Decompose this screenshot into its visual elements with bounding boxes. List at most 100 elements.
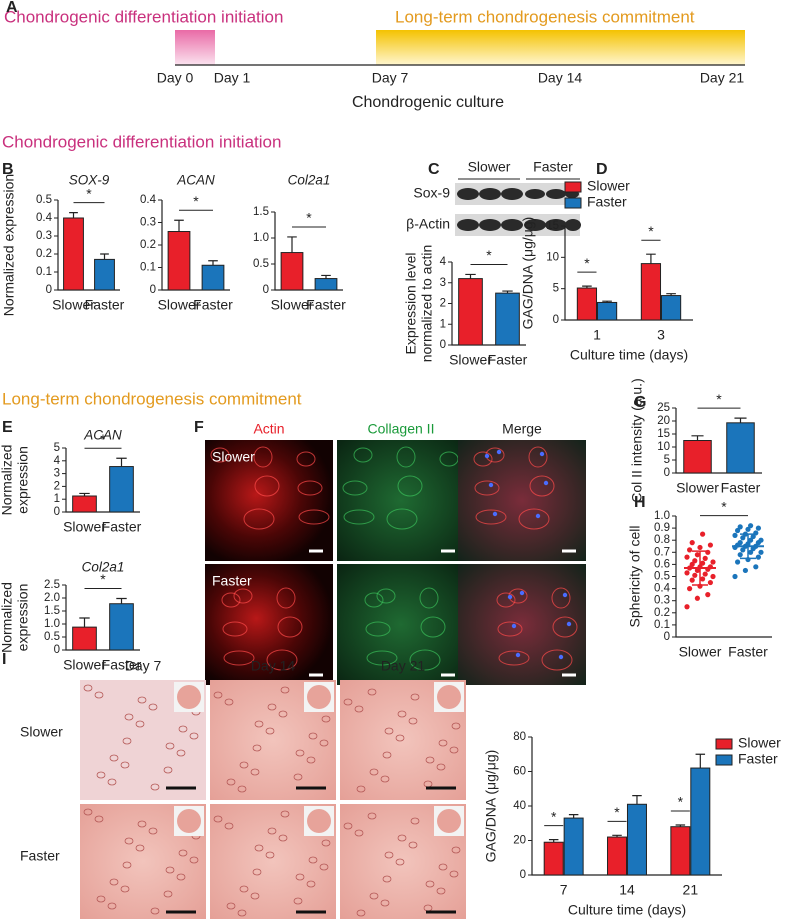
cell <box>410 693 420 701</box>
point <box>735 559 741 565</box>
significance: * <box>193 193 199 209</box>
cell <box>541 649 573 671</box>
cell <box>150 783 160 791</box>
x-tick-label: Faster <box>306 297 346 313</box>
cell <box>226 902 236 910</box>
cell <box>239 761 249 769</box>
point <box>697 544 703 551</box>
cell <box>367 688 377 696</box>
legend-label: Faster <box>738 751 778 767</box>
phase-bar <box>175 30 215 65</box>
bar <box>458 278 483 346</box>
point <box>710 573 716 580</box>
y-tick-label: 0 <box>553 314 559 326</box>
y-tick-label: 0.2 <box>140 239 156 251</box>
blot-band: β-Actin <box>406 216 450 232</box>
nucleus <box>535 513 541 519</box>
y-tick-label: 20 <box>513 835 526 847</box>
cell <box>96 895 106 903</box>
point <box>692 572 698 578</box>
y-tick-label: 5 <box>553 283 559 295</box>
cell <box>425 756 435 764</box>
cell <box>221 592 241 608</box>
y-axis-label: Normalized expression <box>1 174 17 316</box>
y-tick-label: 0.4 <box>140 194 157 206</box>
significance: * <box>584 255 590 271</box>
cell <box>239 885 249 893</box>
cell <box>178 725 188 733</box>
x-axis-label: Culture time (days) <box>570 347 688 363</box>
y-tick-label: 1.5 <box>253 206 269 218</box>
cell <box>528 446 548 468</box>
point <box>750 533 756 540</box>
point <box>694 567 701 574</box>
point <box>707 579 714 586</box>
bar <box>670 826 691 876</box>
error-bar <box>174 219 184 232</box>
y-tick-label: 2 <box>440 298 446 310</box>
cell <box>343 698 353 706</box>
cell <box>449 746 459 754</box>
cell <box>135 844 145 852</box>
nucleus <box>488 482 494 488</box>
point <box>737 540 743 546</box>
cell <box>354 829 364 837</box>
legend-swatch <box>715 754 733 766</box>
bar <box>576 287 598 321</box>
cell <box>380 775 390 783</box>
y-tick-label: 1 <box>54 493 60 505</box>
x-tick-label: Slower <box>679 644 722 660</box>
cell <box>122 737 132 745</box>
significance: * <box>100 571 106 587</box>
row-label: Faster <box>212 573 252 589</box>
cell <box>409 649 441 671</box>
error-bar <box>675 824 686 827</box>
point <box>753 564 759 570</box>
cell <box>321 839 331 847</box>
cell <box>83 684 93 692</box>
point <box>758 549 764 555</box>
cell <box>293 773 303 781</box>
panel-label: C <box>428 161 440 178</box>
bar <box>683 440 712 474</box>
cell <box>364 592 384 608</box>
cell <box>474 480 500 496</box>
y-tick-label: 0.8 <box>654 534 670 546</box>
x-tick-label: 21 <box>683 882 699 898</box>
cell <box>356 785 366 793</box>
significance: * <box>100 431 106 447</box>
bar <box>690 767 711 876</box>
point <box>740 547 746 553</box>
cell <box>253 446 273 468</box>
y-tick-label: 80 <box>513 731 526 743</box>
cell <box>189 856 199 864</box>
panel-label: E <box>2 419 13 436</box>
cell <box>425 880 435 888</box>
cell <box>254 720 264 728</box>
x-tick-label: Faster <box>102 657 142 673</box>
point <box>689 561 695 568</box>
cell <box>319 739 329 747</box>
y-tick-label: 40 <box>513 800 526 812</box>
cell <box>165 866 175 874</box>
cell <box>243 508 275 530</box>
point <box>740 535 746 541</box>
cell <box>252 868 262 876</box>
error-bar <box>69 212 78 218</box>
cell <box>150 907 160 915</box>
section-heading: Long-term chondrogenesis commitment <box>2 389 302 408</box>
cell <box>451 846 461 854</box>
cell <box>408 717 418 725</box>
blot-group: Slower <box>468 159 511 175</box>
error-bar <box>568 814 579 819</box>
section-heading: Chondrogenic differentiation initiation <box>2 132 281 151</box>
bar <box>660 295 682 321</box>
y-tick-label: 0 <box>520 869 526 881</box>
cell <box>384 851 394 859</box>
y-tick-label: 1.0 <box>654 510 670 522</box>
chart-title: Col2a1 <box>288 173 331 188</box>
point <box>732 532 738 538</box>
channel-label: Collagen II <box>368 421 435 437</box>
cell <box>296 451 316 467</box>
panel-label: F <box>194 419 204 436</box>
